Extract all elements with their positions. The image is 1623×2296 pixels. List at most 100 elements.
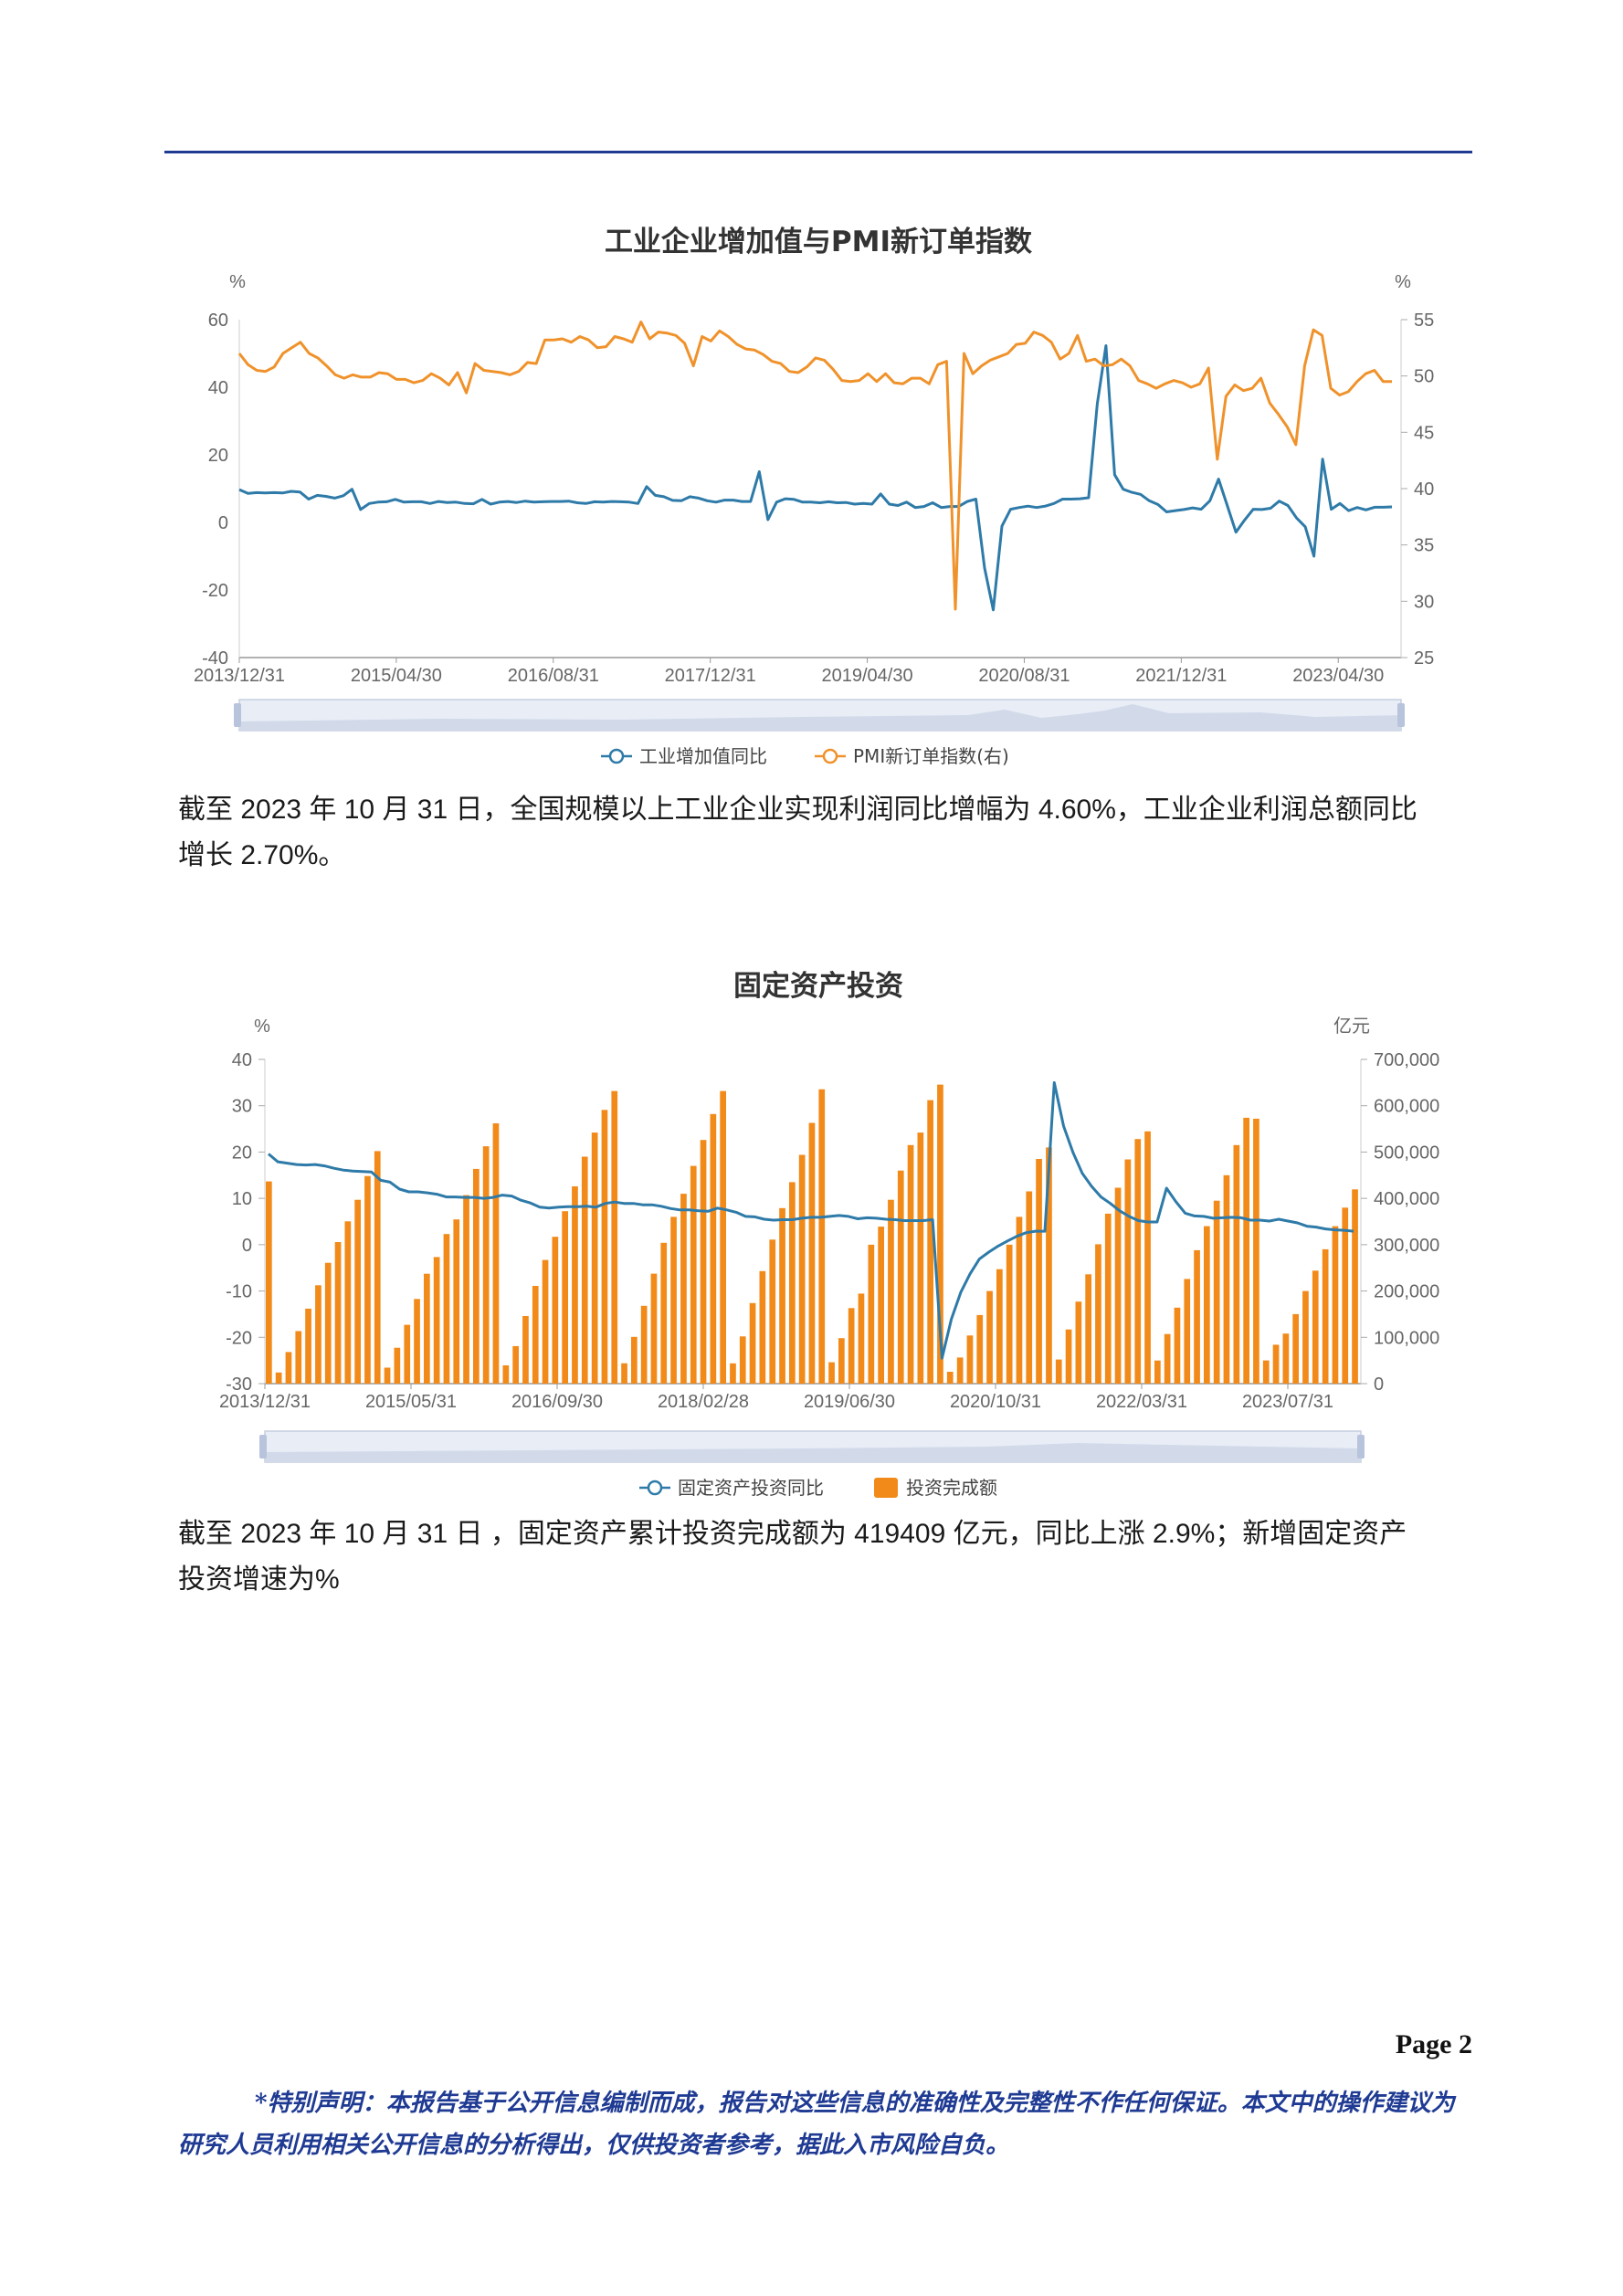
- chart1-left-tick-label: -40: [202, 648, 228, 669]
- chart2-bar: [482, 1146, 490, 1384]
- chart2-bar: [996, 1269, 1003, 1384]
- chart2-bar: [354, 1199, 361, 1384]
- chart2-bar: [542, 1259, 549, 1384]
- chart2-bar: [305, 1308, 311, 1384]
- chart2-left-tick-label: 20: [232, 1143, 252, 1163]
- chart2-bar: [1174, 1307, 1181, 1384]
- fixed-asset-paragraph: 截至 2023 年 10 月 31 日 ，固定资产累计投资完成额为 419409…: [178, 1511, 1475, 1603]
- chart2-bar: [492, 1123, 500, 1384]
- chart2-bar: [1055, 1359, 1062, 1384]
- chart2-bar: [986, 1290, 993, 1384]
- chart2-bar: [404, 1324, 411, 1384]
- chart2-bar: [917, 1132, 924, 1384]
- chart2-bar: [334, 1242, 342, 1384]
- chart2-right-tick-label: 300,000: [1374, 1236, 1439, 1256]
- chart2-bar: [1085, 1274, 1091, 1384]
- chart2-bar: [266, 1181, 272, 1384]
- chart1-slider-handle-right[interactable]: [1397, 703, 1405, 727]
- industrial-profit-paragraph: 截至 2023 年 10 月 31 日，全国规模以上工业企业实现利润同比增幅为 …: [178, 787, 1475, 879]
- chart2-bar: [631, 1336, 638, 1384]
- chart2-left-unit: %: [254, 1016, 270, 1037]
- chart2-bar: [384, 1367, 391, 1384]
- chart2-left-tick-label: 0: [242, 1236, 252, 1256]
- chart2-bar: [1204, 1226, 1210, 1384]
- chart2-bar: [1046, 1147, 1052, 1384]
- chart2-bar: [956, 1357, 964, 1384]
- chart2-bar: [1134, 1139, 1142, 1384]
- chart2-bar: [1272, 1344, 1280, 1384]
- chart2-x-tick-label: 2022/03/31: [1096, 1392, 1187, 1412]
- chart2-bar: [858, 1293, 865, 1384]
- chart2-bar: [739, 1336, 746, 1384]
- chart2-bar: [868, 1244, 875, 1384]
- chart1-legend[interactable]: 工业增加值同比 PMI新订单指数(右): [601, 745, 1009, 767]
- chart2-bar: [749, 1302, 756, 1384]
- chart1-right-tick-label: 30: [1414, 592, 1434, 612]
- chart2-bar: [1223, 1174, 1230, 1384]
- chart2-legend-marker-1: [647, 1480, 663, 1496]
- chart2-bar: [848, 1308, 855, 1384]
- chart1-x-tick-label: 2023/04/30: [1292, 666, 1384, 686]
- chart2-bar: [1262, 1360, 1270, 1384]
- chart2-bar: [433, 1257, 440, 1384]
- chart2-bar: [759, 1270, 766, 1384]
- chart2-bar: [1154, 1360, 1161, 1384]
- chart2-bar: [621, 1363, 627, 1384]
- chart1-left-tick-label: 40: [208, 378, 228, 398]
- chart2-left-tick-label: -30: [226, 1374, 252, 1395]
- chart2-bar: [769, 1239, 776, 1384]
- chart2-bar: [779, 1207, 785, 1384]
- chart2-left-tick-label: 10: [232, 1189, 252, 1209]
- chart2-bar: [1332, 1226, 1339, 1384]
- chart1-right-tick-label: 50: [1414, 367, 1434, 387]
- chart2-right-unit: 亿元: [1333, 1016, 1370, 1037]
- chart2-right-tick-label: 0: [1374, 1374, 1384, 1395]
- chart2-bar: [1292, 1313, 1299, 1384]
- chart1-title: 工业企业增加值与PMI新订单指数: [605, 226, 1032, 258]
- chart2-bar: [690, 1165, 697, 1384]
- chart2-bar: [937, 1084, 943, 1384]
- chart2-bar: [907, 1144, 914, 1384]
- chart2-bar: [611, 1090, 618, 1384]
- chart1-right-tick-label: 40: [1414, 479, 1434, 500]
- chart2-bar: [1075, 1301, 1082, 1384]
- chart2-x-tick-label: 2019/06/30: [804, 1392, 895, 1412]
- para1-line1: 截至 2023 年 10 月 31 日，全国规模以上工业企业实现利润同比增幅为 …: [178, 795, 1417, 825]
- chart2-slider-preview: [265, 1443, 1361, 1462]
- chart2-bar: [1213, 1200, 1220, 1384]
- chart2-legend[interactable]: 固定资产投资同比 投资完成额: [639, 1477, 997, 1499]
- chart1-series-industrial-line: [238, 344, 1393, 612]
- chart1-x-tick-label: 2020/08/31: [978, 666, 1070, 686]
- chart2-bar: [1036, 1159, 1042, 1384]
- chart2-bar: [927, 1100, 933, 1384]
- chart2-bar: [798, 1154, 806, 1384]
- chart2-bar: [502, 1365, 510, 1384]
- chart2-bar: [1352, 1189, 1358, 1384]
- chart1-legend-marker-2: [822, 748, 838, 764]
- chart2-bar: [650, 1273, 658, 1384]
- chart2-right-tick-label: 700,000: [1374, 1050, 1439, 1070]
- chart2-bar: [1194, 1249, 1200, 1384]
- chart2-bar: [1312, 1270, 1319, 1384]
- chart2-bar: [1006, 1244, 1013, 1384]
- chart1-left-unit: %: [229, 272, 246, 292]
- chart2-bar: [808, 1122, 816, 1384]
- chart2-right-tick-label: 200,000: [1374, 1282, 1439, 1302]
- chart2-legend-marker-2: [874, 1478, 898, 1498]
- chart2-bar: [640, 1305, 648, 1384]
- page-number: Page 2: [1395, 2029, 1472, 2059]
- chart1-x-tick-label: 2013/12/31: [194, 666, 285, 686]
- chart2-bar: [562, 1211, 568, 1384]
- chart2-right-tick-label: 500,000: [1374, 1143, 1439, 1163]
- chart2-x-tick-label: 2013/12/31: [219, 1392, 311, 1412]
- chart2-bar: [1144, 1131, 1151, 1384]
- chart1-legend-label-2: PMI新订单指数(右): [853, 745, 1009, 767]
- chart2-bar: [888, 1199, 894, 1384]
- chart2-bar: [1114, 1187, 1122, 1384]
- chart1-slider-handle-left[interactable]: [234, 703, 241, 727]
- chart2-bar: [443, 1234, 450, 1384]
- chart2-slider-handle-right[interactable]: [1357, 1435, 1365, 1459]
- chart2-bar: [285, 1352, 292, 1384]
- chart2-slider-handle-left[interactable]: [259, 1435, 267, 1459]
- chart1-legend-label-1: 工业增加值同比: [639, 745, 767, 767]
